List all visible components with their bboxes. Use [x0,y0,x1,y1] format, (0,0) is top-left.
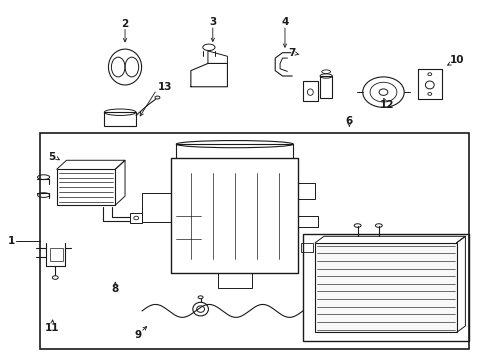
Text: 1: 1 [8,236,15,246]
Text: 5: 5 [48,152,56,162]
Bar [300,243,312,252]
Bar [104,112,136,126]
Text: 2: 2 [121,19,128,29]
Bar [303,81,317,101]
Bar [57,169,115,205]
Text: 11: 11 [44,323,59,333]
Text: 4: 4 [281,17,288,27]
Text: 3: 3 [209,17,216,27]
Text: 7: 7 [287,48,295,58]
Text: 8: 8 [111,284,119,294]
Bar [50,248,62,261]
Bar [315,243,456,332]
Bar [142,193,171,222]
Bar [217,273,251,288]
Bar [130,213,142,223]
Text: 13: 13 [158,82,172,92]
Bar [40,134,468,348]
Bar [303,234,468,341]
Text: 9: 9 [134,330,142,340]
Bar [320,76,331,98]
Bar [298,183,315,199]
Text: 12: 12 [379,100,394,110]
Text: 6: 6 [345,116,352,126]
Text: 10: 10 [448,55,463,65]
